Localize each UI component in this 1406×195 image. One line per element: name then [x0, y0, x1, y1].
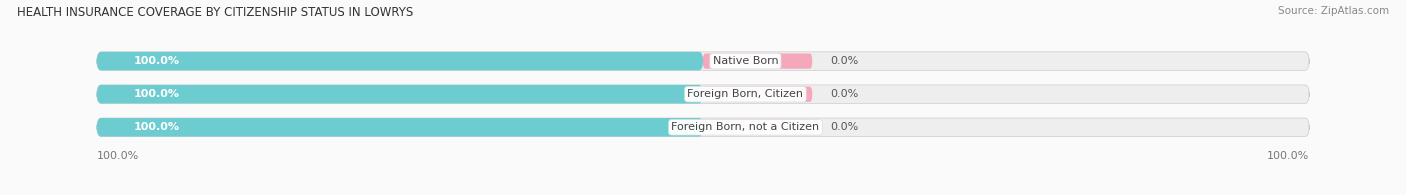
FancyBboxPatch shape: [97, 118, 703, 136]
FancyBboxPatch shape: [97, 118, 1309, 136]
Text: 100.0%: 100.0%: [134, 56, 180, 66]
Text: Foreign Born, Citizen: Foreign Born, Citizen: [688, 89, 803, 99]
Text: 100.0%: 100.0%: [1267, 151, 1309, 161]
FancyBboxPatch shape: [97, 85, 1309, 104]
FancyBboxPatch shape: [97, 52, 703, 70]
Text: HEALTH INSURANCE COVERAGE BY CITIZENSHIP STATUS IN LOWRYS: HEALTH INSURANCE COVERAGE BY CITIZENSHIP…: [17, 6, 413, 19]
Legend: With Coverage, Without Coverage: With Coverage, Without Coverage: [579, 191, 827, 195]
Text: 100.0%: 100.0%: [97, 151, 139, 161]
Text: 100.0%: 100.0%: [134, 89, 180, 99]
FancyBboxPatch shape: [703, 87, 813, 102]
Text: 100.0%: 100.0%: [134, 122, 180, 132]
Text: Source: ZipAtlas.com: Source: ZipAtlas.com: [1278, 6, 1389, 16]
Text: Native Born: Native Born: [713, 56, 779, 66]
Text: 0.0%: 0.0%: [831, 56, 859, 66]
FancyBboxPatch shape: [703, 120, 813, 135]
FancyBboxPatch shape: [97, 52, 1309, 70]
Text: 0.0%: 0.0%: [831, 122, 859, 132]
FancyBboxPatch shape: [703, 53, 813, 69]
FancyBboxPatch shape: [97, 85, 703, 104]
Text: 0.0%: 0.0%: [831, 89, 859, 99]
Text: Foreign Born, not a Citizen: Foreign Born, not a Citizen: [671, 122, 820, 132]
